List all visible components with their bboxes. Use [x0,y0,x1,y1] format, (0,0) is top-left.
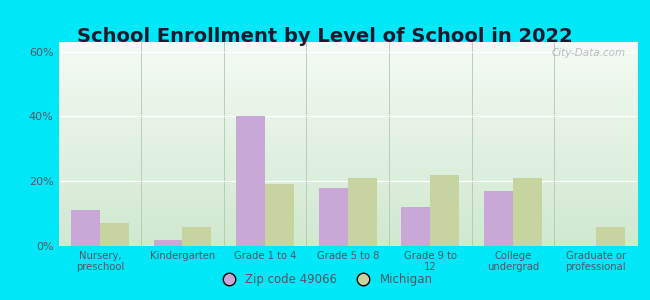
Bar [236,116,265,246]
Bar [183,226,211,246]
Bar [513,178,542,246]
Bar [348,178,377,246]
Bar [430,175,460,246]
Legend: Zip code 49066, Michigan: Zip code 49066, Michigan [213,269,437,291]
Bar [100,223,129,246]
Bar [265,184,294,246]
Bar [484,191,513,246]
Text: School Enrollment by Level of School in 2022: School Enrollment by Level of School in … [77,27,573,46]
Bar [318,188,348,246]
Bar [153,239,183,246]
Bar [402,207,430,246]
Bar [71,210,100,246]
Text: City-Data.com: City-Data.com [551,48,625,58]
Bar [595,226,625,246]
